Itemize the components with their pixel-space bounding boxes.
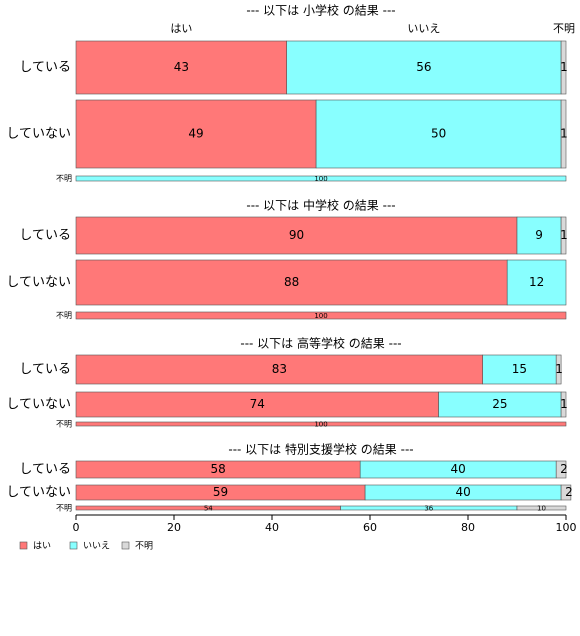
- bar-segment: [560, 99, 567, 169]
- data-label: 56: [416, 60, 431, 74]
- data-label: 100: [314, 312, 327, 320]
- bar-segment: [516, 505, 567, 511]
- bar-segment: [506, 259, 567, 306]
- x-tick-label: 80: [461, 521, 475, 534]
- data-label: 1: [560, 127, 568, 141]
- data-label: 43: [174, 60, 189, 74]
- legend-swatch: [121, 541, 130, 550]
- top-category-label: はい: [170, 22, 192, 35]
- bar-segment: [560, 391, 567, 418]
- data-label: 36: [424, 505, 433, 513]
- row-label: していない: [6, 485, 71, 500]
- data-label: 88: [284, 275, 299, 289]
- data-label: 100: [314, 175, 327, 183]
- data-label: 9: [535, 228, 543, 242]
- data-label: 50: [431, 127, 446, 141]
- data-label: 90: [289, 228, 304, 242]
- panel-title: --- 以下は 中学校 の結果 ---: [246, 198, 395, 213]
- x-tick-label: 60: [363, 521, 377, 534]
- row-label: 不明: [56, 174, 72, 183]
- panel-title: --- 以下は 高等学校 の結果 ---: [240, 336, 401, 351]
- bar-segment: [516, 216, 562, 255]
- row-label: している: [19, 462, 71, 477]
- legend-swatch: [19, 541, 28, 550]
- data-label: 1: [555, 362, 563, 376]
- bar-segment: [555, 354, 562, 385]
- bar-segment: [315, 99, 562, 169]
- data-label: 2: [560, 462, 568, 476]
- row-label: していない: [6, 397, 71, 412]
- data-label: 100: [314, 421, 327, 429]
- data-label: 40: [451, 462, 466, 476]
- data-label: 2: [565, 485, 573, 499]
- panel-title: --- 以下は 小学校 の結果 ---: [246, 3, 395, 18]
- row-label: していない: [6, 275, 71, 290]
- data-label: 40: [455, 485, 470, 499]
- bar-segment: [75, 354, 484, 385]
- data-label: 10: [537, 505, 546, 513]
- data-label: 1: [560, 228, 568, 242]
- bar-segment: [75, 391, 439, 418]
- row-label: している: [19, 362, 71, 377]
- row-label: 不明: [56, 504, 72, 513]
- data-label: 1: [560, 60, 568, 74]
- x-tick-label: 100: [556, 521, 577, 534]
- bar-segment: [75, 40, 287, 95]
- x-tick-label: 0: [73, 521, 80, 534]
- data-label: 54: [204, 505, 213, 513]
- data-label: 15: [512, 362, 527, 376]
- bar-segment: [75, 175, 567, 182]
- legend-label: いいえ: [83, 541, 110, 552]
- bar-segment: [286, 40, 562, 95]
- legend-label: はい: [33, 541, 51, 552]
- data-label: 1: [560, 397, 568, 411]
- bar-segment: [560, 216, 567, 255]
- top-category-label: いいえ: [407, 22, 440, 35]
- bar-segment: [75, 259, 508, 306]
- row-label: していない: [6, 127, 71, 142]
- bar-segment: [75, 311, 567, 320]
- row-label: 不明: [56, 420, 72, 429]
- data-label: 74: [250, 397, 265, 411]
- x-tick-label: 40: [265, 521, 279, 534]
- x-tick-label: 20: [167, 521, 181, 534]
- data-label: 59: [213, 485, 228, 499]
- data-label: 12: [529, 275, 544, 289]
- bar-segment: [75, 216, 518, 255]
- bar-segment: [560, 40, 567, 95]
- legend-label: 不明: [135, 541, 153, 552]
- data-label: 83: [272, 362, 287, 376]
- legend-swatch: [69, 541, 78, 550]
- data-label: 25: [492, 397, 507, 411]
- bar-segment: [482, 354, 557, 385]
- panel-title: --- 以下は 特別支援学校 の結果 ---: [228, 442, 413, 457]
- data-label: 49: [188, 127, 203, 141]
- data-label: 58: [210, 462, 225, 476]
- bar-segment: [75, 421, 567, 427]
- row-label: 不明: [56, 311, 72, 320]
- row-label: している: [19, 60, 71, 75]
- row-label: している: [19, 228, 71, 243]
- bar-segment: [438, 391, 562, 418]
- top-category-label: 不明: [553, 22, 575, 35]
- bar-segment: [560, 484, 572, 501]
- bar-segment: [555, 460, 567, 479]
